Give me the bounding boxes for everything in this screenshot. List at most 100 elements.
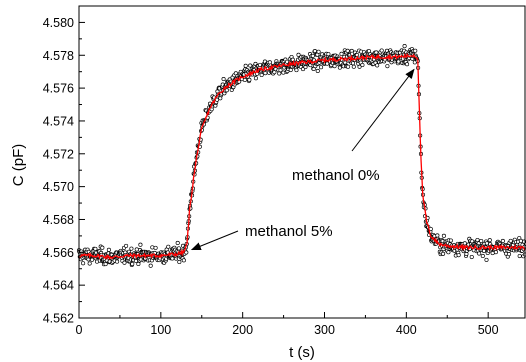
data-point: [122, 260, 127, 265]
x-tick-label: 500: [478, 323, 499, 337]
data-point: [253, 76, 258, 81]
y-tick-label: 4.562: [43, 312, 74, 326]
data-point: [315, 68, 320, 73]
x-tick-label: 100: [150, 323, 171, 337]
data-point: [136, 261, 141, 267]
x-tick-label: 300: [314, 323, 335, 337]
plot-frame: [78, 5, 526, 319]
data-point: [435, 233, 440, 238]
data-point: [115, 259, 120, 264]
data-point: [224, 88, 229, 93]
data-point: [325, 61, 330, 66]
data-point: [124, 243, 129, 248]
data-point: [360, 62, 365, 68]
data-point: [508, 238, 513, 243]
data-point: [487, 238, 492, 243]
data-point: [379, 48, 384, 53]
data-point: [402, 44, 407, 49]
data-point: [500, 238, 505, 243]
x-axis-title: t (s): [289, 344, 315, 361]
data-point: [218, 96, 223, 101]
data-point: [247, 77, 252, 82]
data-point: [479, 238, 484, 244]
data-point: [332, 64, 337, 69]
data-point: [448, 238, 453, 243]
data-point: [87, 261, 92, 266]
data-point: [259, 72, 264, 78]
data-point: [243, 63, 248, 68]
data-point: [100, 245, 105, 250]
data-point: [294, 68, 299, 73]
data-point: [312, 49, 317, 54]
data-point: [493, 250, 498, 255]
data-point: [90, 257, 95, 262]
y-tick-label: 4.576: [43, 82, 74, 96]
data-point: [150, 245, 155, 250]
data-point: [153, 245, 158, 250]
data-point: [351, 64, 356, 69]
data-point: [177, 259, 182, 265]
data-point: [316, 49, 321, 54]
fit-line: [78, 52, 526, 261]
data-point: [290, 57, 295, 62]
data-point: [517, 253, 522, 259]
y-tick-label: 4.580: [43, 16, 74, 30]
data-point: [441, 251, 446, 256]
annotation-arrow-methanol-0: [351, 68, 415, 152]
x-tick-label: 200: [232, 323, 253, 337]
data-point: [484, 257, 489, 262]
data-point: [103, 262, 108, 267]
data-point: [396, 59, 401, 64]
data-point: [176, 246, 181, 251]
data-point: [385, 64, 390, 69]
data-point: [106, 247, 111, 252]
data-point: [375, 63, 380, 68]
data-point: [170, 256, 175, 261]
data-point: [221, 77, 226, 82]
data-point: [81, 261, 86, 266]
fit-line-series: [78, 52, 526, 261]
y-tick-label: 4.578: [43, 49, 74, 63]
data-point: [278, 68, 283, 73]
data-point: [284, 59, 290, 64]
data-point: [464, 251, 469, 257]
data-point: [130, 261, 135, 267]
annotation-arrow-methanol-5: [190, 230, 239, 251]
data-point: [242, 77, 247, 83]
data-point: [326, 52, 331, 57]
data-point: [484, 241, 489, 246]
data-point: [129, 246, 134, 251]
y-tick-label: 4.574: [43, 114, 74, 128]
y-tick-label: 4.566: [43, 246, 74, 260]
y-tick-label: 4.564: [43, 279, 74, 293]
data-point: [441, 233, 446, 238]
data-point: [413, 48, 418, 53]
data-point: [475, 237, 480, 243]
data-point: [181, 258, 186, 263]
annotations: methanol 5% methanol 0%: [190, 68, 415, 251]
data-point: [345, 48, 350, 53]
data-point: [296, 52, 301, 57]
data-point: [404, 62, 410, 67]
annotation-methanol-5: methanol 5%: [245, 223, 333, 240]
y-axis-title: C (pF): [10, 144, 27, 187]
data-point: [357, 64, 362, 69]
data-point: [310, 53, 315, 58]
axes: 0 100 200 300 400 500 4.562 4.564 4.566 4.568 4.57…: [43, 5, 526, 337]
data-point: [166, 244, 171, 249]
data-point: [263, 71, 268, 76]
data-point: [138, 242, 143, 247]
data-point: [184, 250, 189, 255]
data-point: [288, 67, 293, 73]
data-point: [346, 64, 351, 69]
data-point: [374, 50, 379, 55]
data-point: [456, 253, 461, 258]
data-point: [477, 251, 482, 256]
data-point: [248, 63, 253, 68]
x-tick-label: 400: [396, 323, 417, 337]
y-tick-label: 4.572: [43, 147, 74, 161]
data-point: [175, 240, 180, 246]
data-point: [148, 263, 153, 268]
